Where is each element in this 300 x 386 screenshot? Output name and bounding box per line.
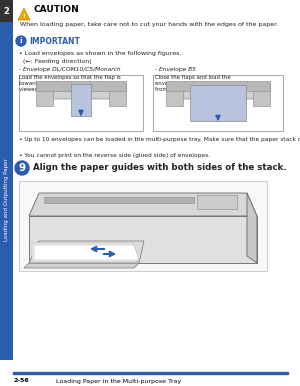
Polygon shape bbox=[34, 245, 139, 260]
Text: IMPORTANT: IMPORTANT bbox=[29, 37, 80, 46]
Polygon shape bbox=[18, 8, 30, 20]
Bar bbox=[197, 195, 237, 209]
Bar bbox=[0, 0, 13, 22]
Text: • You cannot print on the reverse side (glued side) of envelopes.: • You cannot print on the reverse side (… bbox=[19, 153, 210, 158]
Bar bbox=[19, 181, 267, 271]
Circle shape bbox=[15, 161, 29, 175]
Text: !: ! bbox=[22, 14, 26, 19]
Bar bbox=[0, 22, 13, 360]
Text: 2-56: 2-56 bbox=[14, 379, 30, 384]
Bar bbox=[44, 197, 194, 203]
Bar bbox=[190, 85, 246, 121]
Bar bbox=[13, 372, 288, 374]
Text: 2: 2 bbox=[4, 7, 9, 15]
Text: • Up to 10 envelopes can be loaded in the multi-purpose tray. Make sure that the: • Up to 10 envelopes can be loaded in th… bbox=[19, 137, 300, 142]
Bar bbox=[153, 75, 283, 131]
Text: i: i bbox=[20, 37, 22, 45]
Text: Load the envelopes so that the flap is
toward the left of the printer when
viewe: Load the envelopes so that the flap is t… bbox=[19, 75, 121, 92]
Text: 9: 9 bbox=[18, 163, 26, 173]
Polygon shape bbox=[33, 244, 138, 261]
Text: (←: Feeding direction): (←: Feeding direction) bbox=[23, 59, 92, 64]
Circle shape bbox=[16, 36, 26, 46]
Bar bbox=[71, 84, 91, 116]
Text: Align the paper guides with both sides of the stack.: Align the paper guides with both sides o… bbox=[33, 164, 287, 173]
Polygon shape bbox=[176, 89, 260, 99]
Polygon shape bbox=[166, 83, 183, 106]
Text: Close the flaps and load the
envelopes so that they are printed
from the top (th: Close the flaps and load the envelopes s… bbox=[155, 75, 256, 92]
Polygon shape bbox=[29, 193, 257, 216]
Polygon shape bbox=[32, 243, 137, 262]
Polygon shape bbox=[247, 193, 257, 263]
Polygon shape bbox=[24, 263, 139, 268]
Text: CAUTION: CAUTION bbox=[33, 5, 79, 14]
Polygon shape bbox=[46, 89, 116, 99]
Bar bbox=[19, 75, 143, 131]
Text: Loading and Outputting Paper: Loading and Outputting Paper bbox=[4, 159, 9, 241]
Bar bbox=[36, 81, 126, 91]
Polygon shape bbox=[29, 216, 257, 263]
Bar bbox=[166, 81, 270, 91]
Text: • Load envelopes as shown in the following figures.: • Load envelopes as shown in the followi… bbox=[19, 51, 182, 56]
Text: - Envelope B5: - Envelope B5 bbox=[155, 67, 196, 72]
Text: When loading paper, take care not to cut your hands with the edges of the paper.: When loading paper, take care not to cut… bbox=[20, 22, 278, 27]
Text: - Envelope DL/COM10/C5/Monarch: - Envelope DL/COM10/C5/Monarch bbox=[19, 67, 121, 72]
Polygon shape bbox=[109, 83, 126, 106]
Polygon shape bbox=[253, 83, 270, 106]
Polygon shape bbox=[29, 241, 144, 263]
Text: Loading Paper in the Multi-purpose Tray: Loading Paper in the Multi-purpose Tray bbox=[56, 379, 181, 384]
Polygon shape bbox=[36, 83, 53, 106]
